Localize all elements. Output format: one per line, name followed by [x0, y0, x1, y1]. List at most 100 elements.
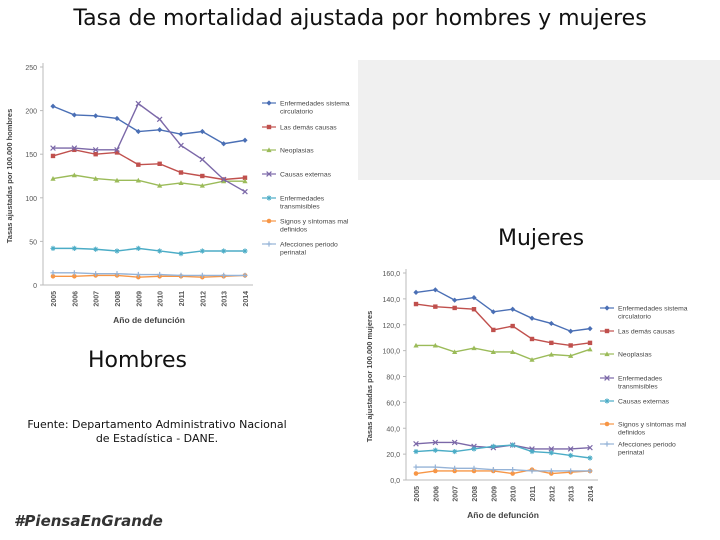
data-point	[50, 103, 56, 109]
data-point	[93, 176, 99, 181]
data-point	[199, 182, 205, 188]
data-point	[135, 177, 141, 183]
data-point	[568, 343, 573, 348]
data-point	[71, 172, 77, 178]
data-point	[413, 440, 419, 447]
x-tick-label: 2009	[136, 291, 143, 307]
data-point	[221, 272, 227, 279]
legend-marker	[266, 195, 272, 201]
legend-label: Neoplasias	[618, 352, 652, 359]
data-point	[587, 455, 593, 461]
data-point	[510, 467, 516, 473]
legend-label: Afecciones periodo perinatal	[280, 242, 338, 257]
data-point	[510, 306, 516, 312]
legend-label: Enfermedades transmisibles	[618, 376, 663, 391]
data-point	[93, 271, 99, 277]
data-point	[432, 464, 438, 470]
data-point	[587, 346, 593, 352]
x-tick-label: 2013	[222, 291, 229, 307]
data-point	[491, 327, 496, 333]
data-point	[413, 471, 419, 476]
legend-label: Afecciones periodo perinatal	[618, 442, 676, 457]
y-tick-label: 100,0	[382, 349, 400, 356]
y-tick-label: 250	[25, 65, 37, 72]
legend-marker	[266, 100, 272, 106]
legend-label: Las demás causas	[280, 125, 337, 132]
data-point	[50, 153, 56, 159]
legend-label: Enfermedades transmisibles	[280, 196, 325, 211]
legend-marker	[604, 305, 610, 311]
x-tick-label: 2005	[414, 486, 421, 502]
data-point	[114, 248, 120, 254]
x-tick-label: 2010	[511, 486, 518, 502]
data-point	[71, 112, 77, 118]
data-point	[178, 170, 184, 175]
data-point	[568, 468, 574, 474]
data-point	[568, 353, 574, 358]
data-point	[452, 465, 458, 471]
data-point	[529, 315, 535, 321]
legend-label: Causas externas	[280, 172, 332, 179]
data-point	[136, 162, 141, 167]
data-point	[413, 464, 419, 470]
data-point	[413, 342, 419, 348]
data-point	[114, 150, 120, 155]
page-title: Tasa de mortalidad ajustada por hombres …	[73, 6, 647, 31]
x-tick-label: 2007	[94, 291, 101, 307]
data-point	[178, 251, 184, 257]
series-line	[52, 149, 246, 181]
data-point	[135, 100, 142, 107]
y-tick-label: 150	[25, 152, 37, 159]
data-point	[157, 127, 163, 133]
data-point	[50, 176, 56, 181]
legend-label: Neoplasias	[280, 148, 314, 155]
data-point	[433, 468, 438, 474]
data-point	[432, 287, 438, 293]
data-point	[529, 468, 535, 474]
data-point	[221, 178, 227, 184]
data-point	[413, 448, 419, 455]
data-point	[114, 115, 120, 122]
legend-marker	[266, 147, 272, 153]
data-point	[72, 273, 77, 279]
x-tick-label: 2014	[243, 291, 250, 307]
x-tick-label: 2009	[491, 486, 498, 502]
data-point	[432, 342, 438, 348]
data-point	[548, 468, 554, 474]
data-point	[587, 340, 593, 346]
data-point	[114, 177, 120, 183]
x-tick-label: 2008	[472, 486, 479, 502]
data-point	[93, 152, 98, 157]
y-tick-label: 80,0	[386, 375, 400, 382]
data-point	[93, 246, 99, 252]
data-point	[471, 465, 477, 471]
series-line	[52, 174, 245, 187]
data-point	[157, 161, 162, 166]
x-tick-label: 2008	[115, 291, 122, 307]
data-point	[510, 323, 515, 329]
legend-marker	[604, 351, 610, 357]
data-point	[432, 439, 439, 446]
legend-marker	[604, 421, 610, 427]
data-point	[587, 468, 593, 474]
series-line	[53, 102, 246, 193]
source-note: Fuente: Departamento Administrativo Naci…	[27, 418, 287, 445]
chart-mujeres: 0,0 20,0 40,0 60,0 80,0 100,0 120,0 140,0 160,0 2…	[365, 269, 688, 520]
chart-hombres: 0 50 100 150 200 250 2005 2006 2007 2008 2009 2010 2…	[5, 63, 350, 325]
legend-marker	[266, 124, 272, 130]
data-point	[529, 336, 535, 342]
data-point	[71, 245, 77, 251]
data-point	[510, 442, 516, 448]
data-point	[50, 270, 56, 276]
data-point	[471, 345, 477, 351]
data-point	[221, 141, 227, 147]
data-point	[452, 448, 458, 455]
legend-marker	[266, 218, 272, 224]
legend-marker	[604, 328, 610, 334]
data-point	[451, 439, 458, 446]
legend-marker	[604, 398, 610, 404]
x-tick-label: 2012	[549, 486, 556, 502]
data-point	[220, 176, 227, 183]
data-point	[548, 351, 554, 357]
data-point	[529, 448, 535, 455]
